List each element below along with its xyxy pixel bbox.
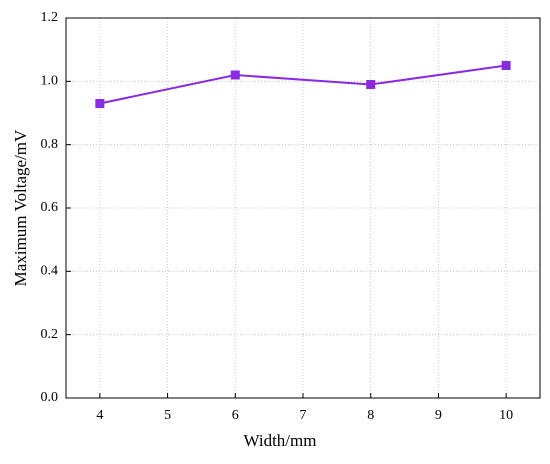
x-tick-label: 5: [164, 408, 171, 423]
marker: [230, 70, 240, 80]
marker: [366, 80, 376, 89]
y-axis-label: Maximum Voltage/mV: [11, 129, 30, 286]
y-tick-label: 0.2: [41, 327, 59, 342]
x-tick-label: 10: [499, 408, 513, 423]
y-tick-label: 0.6: [41, 200, 59, 215]
y-tick-label: 1.0: [41, 74, 59, 89]
y-tick-label: 1.2: [41, 10, 59, 25]
plot-frame: [65, 17, 541, 399]
x-tick-label: 6: [232, 408, 239, 423]
y-tick-label: 0.8: [41, 137, 59, 152]
x-axis-label: Width/mm: [244, 431, 317, 450]
marker: [95, 99, 105, 108]
x-tick-label: 4: [96, 408, 103, 423]
y-tick-label: 0.4: [41, 264, 59, 279]
marker: [501, 61, 511, 70]
line: [99, 64, 507, 105]
x-tick-label: 7: [300, 408, 307, 423]
y-tick-label: 0.0: [41, 390, 59, 405]
x-tick-label: 9: [435, 408, 442, 423]
x-tick-label: 8: [367, 408, 374, 423]
